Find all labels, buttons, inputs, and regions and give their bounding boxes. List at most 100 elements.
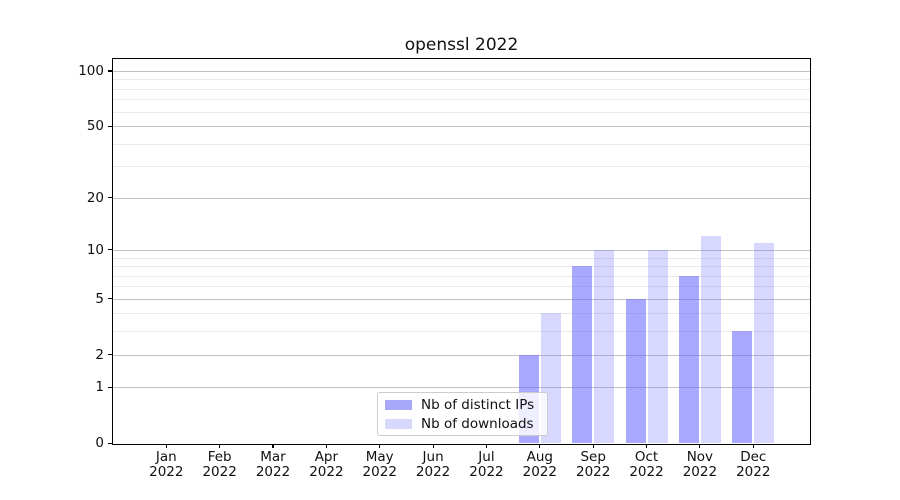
x-tick-year: 2022 (522, 464, 557, 481)
x-tick-mark-feb (219, 443, 221, 448)
x-tick-year: 2022 (362, 464, 397, 481)
major-gridline-10 (113, 249, 810, 251)
x-tick-label-dec: Dec 2022 (721, 450, 785, 480)
minor-gridline-9 (113, 257, 810, 259)
major-gridline-100 (113, 71, 810, 72)
legend-label-distinct-ips: Nb of distinct IPs (421, 396, 535, 413)
x-tick-label-may: May 2022 (348, 450, 412, 480)
x-tick-year: 2022 (736, 464, 771, 481)
x-tick-month: Apr (314, 449, 339, 466)
minor-gridline-60 (113, 111, 810, 113)
x-tick-month: Oct (634, 449, 659, 466)
x-tick-month: Aug (526, 449, 553, 466)
bar-nb-of-downloads-sep (594, 249, 615, 444)
x-tick-mark-jan (165, 443, 167, 448)
plot-area (113, 59, 810, 444)
y-tick-label-5: 5 (95, 290, 104, 307)
legend-swatch-distinct-ips (385, 399, 412, 410)
x-tick-label-mar: Mar 2022 (241, 450, 305, 480)
x-tick-month: Jun (422, 449, 444, 466)
minor-gridline-7 (113, 275, 810, 277)
y-tick-mark-50 (108, 125, 112, 127)
bar-nb-of-distinct-ips-oct (625, 298, 646, 444)
x-tick-month: Feb (207, 449, 232, 466)
legend-label-downloads: Nb of downloads (421, 415, 534, 432)
y-tick-mark-100 (108, 70, 112, 72)
x-tick-year: 2022 (415, 464, 451, 481)
x-tick-year: 2022 (469, 464, 504, 481)
minor-gridline-40 (113, 143, 810, 145)
legend-entry-downloads: Nb of downloads (385, 416, 540, 432)
bar-nb-of-downloads-nov (700, 236, 721, 444)
x-tick-mark-nov (699, 443, 701, 448)
y-tick-label-20: 20 (86, 189, 104, 206)
x-tick-mark-sep (592, 443, 594, 448)
minor-gridline-3 (113, 331, 810, 333)
x-tick-month: Mar (260, 449, 286, 466)
y-tick-mark-1 (108, 386, 112, 388)
y-tick-mark-10 (108, 249, 112, 251)
x-tick-year: 2022 (629, 464, 664, 481)
chart-title: openssl 2022 (404, 35, 519, 55)
x-tick-mark-jun (432, 443, 434, 448)
x-tick-label-apr: Apr 2022 (294, 450, 358, 480)
x-tick-mark-apr (325, 443, 327, 448)
minor-gridline-4 (113, 313, 810, 315)
x-tick-year: 2022 (255, 464, 291, 481)
y-tick-label-1: 1 (95, 379, 104, 396)
major-gridline-5 (113, 298, 810, 300)
legend: Nb of distinct IPs Nb of downloads (377, 392, 548, 436)
x-tick-label-aug: Aug 2022 (508, 450, 572, 480)
legend-entry-distinct-ips: Nb of distinct IPs (385, 397, 540, 413)
x-tick-month: Jul (478, 449, 495, 466)
bar-nb-of-distinct-ips-dec (732, 331, 753, 444)
minor-gridline-80 (113, 88, 810, 90)
x-tick-label-sep: Sep 2022 (561, 450, 625, 480)
x-tick-month: May (365, 449, 394, 466)
x-tick-label-jun: Jun 2022 (401, 450, 465, 480)
x-tick-mark-mar (272, 443, 274, 448)
x-tick-year: 2022 (682, 464, 718, 481)
x-tick-year: 2022 (575, 464, 611, 481)
y-tick-label-100: 100 (78, 63, 104, 79)
bar-nb-of-downloads-dec (754, 242, 775, 444)
minor-gridline-30 (113, 166, 810, 168)
x-tick-mark-may (379, 443, 381, 448)
x-tick-month: Sep (580, 449, 606, 466)
x-tick-year: 2022 (202, 464, 237, 481)
x-tick-label-jul: Jul 2022 (454, 450, 518, 480)
y-tick-label-10: 10 (86, 241, 104, 258)
bar-nb-of-distinct-ips-nov (678, 275, 699, 444)
x-tick-month: Nov (686, 449, 714, 466)
x-tick-year: 2022 (149, 464, 184, 481)
legend-swatch-downloads (385, 418, 412, 429)
y-tick-mark-5 (108, 298, 112, 300)
x-tick-mark-jul (485, 443, 488, 448)
x-tick-label-oct: Oct 2022 (615, 450, 679, 480)
x-tick-year: 2022 (309, 464, 344, 481)
major-gridline-1 (113, 387, 810, 389)
y-tick-mark-0 (108, 442, 112, 444)
minor-gridline-8 (113, 266, 810, 268)
y-tick-label-2: 2 (95, 346, 104, 363)
x-tick-month: Jan (155, 449, 177, 466)
major-gridline-2 (113, 354, 810, 356)
x-tick-label-feb: Feb 2022 (188, 450, 252, 480)
x-tick-mark-aug (539, 443, 541, 448)
y-tick-mark-2 (108, 354, 112, 356)
x-tick-label-jan: Jan 2022 (134, 450, 198, 480)
y-tick-label-50: 50 (86, 118, 104, 135)
major-gridline-50 (113, 126, 810, 128)
x-tick-mark-dec (752, 443, 754, 448)
minor-gridline-70 (113, 99, 810, 101)
minor-gridline-6 (113, 286, 810, 288)
y-tick-mark-20 (108, 197, 112, 199)
major-gridline-20 (113, 197, 810, 199)
bar-nb-of-downloads-oct (647, 249, 668, 444)
x-tick-month: Dec (740, 449, 767, 466)
y-tick-label-0: 0 (95, 435, 104, 452)
x-tick-mark-oct (645, 443, 648, 448)
x-tick-label-nov: Nov 2022 (668, 450, 732, 480)
minor-gridline-90 (113, 79, 810, 81)
